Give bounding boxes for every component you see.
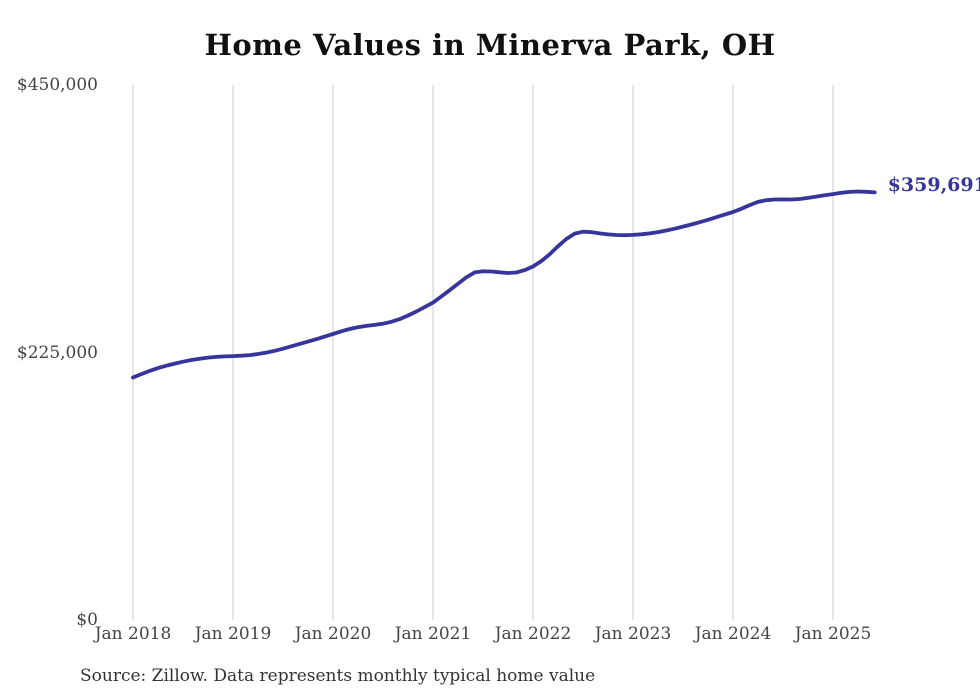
source-note: Source: Zillow. Data represents monthly … xyxy=(80,666,596,686)
year-gridlines xyxy=(132,85,834,620)
y-tick-label: $0 xyxy=(76,610,98,630)
x-tick-label: Jan 2021 xyxy=(394,624,472,644)
latest-value-label: $359,691 xyxy=(887,174,980,197)
home-value-line xyxy=(131,189,877,380)
x-tick-label: Jan 2020 xyxy=(294,624,372,644)
chart-title: Home Values in Minerva Park, OH xyxy=(204,28,776,62)
y-tick-label: $450,000 xyxy=(16,75,98,95)
x-tick-label: Jan 2022 xyxy=(494,624,572,644)
x-tick-label: Jan 2025 xyxy=(794,624,872,644)
x-tick-label: Jan 2024 xyxy=(694,624,772,644)
x-tick-label: Jan 2023 xyxy=(594,624,672,644)
y-tick-label: $225,000 xyxy=(16,342,98,363)
x-tick-label: Jan 2018 xyxy=(94,624,172,644)
x-tick-label: Jan 2019 xyxy=(194,624,272,644)
